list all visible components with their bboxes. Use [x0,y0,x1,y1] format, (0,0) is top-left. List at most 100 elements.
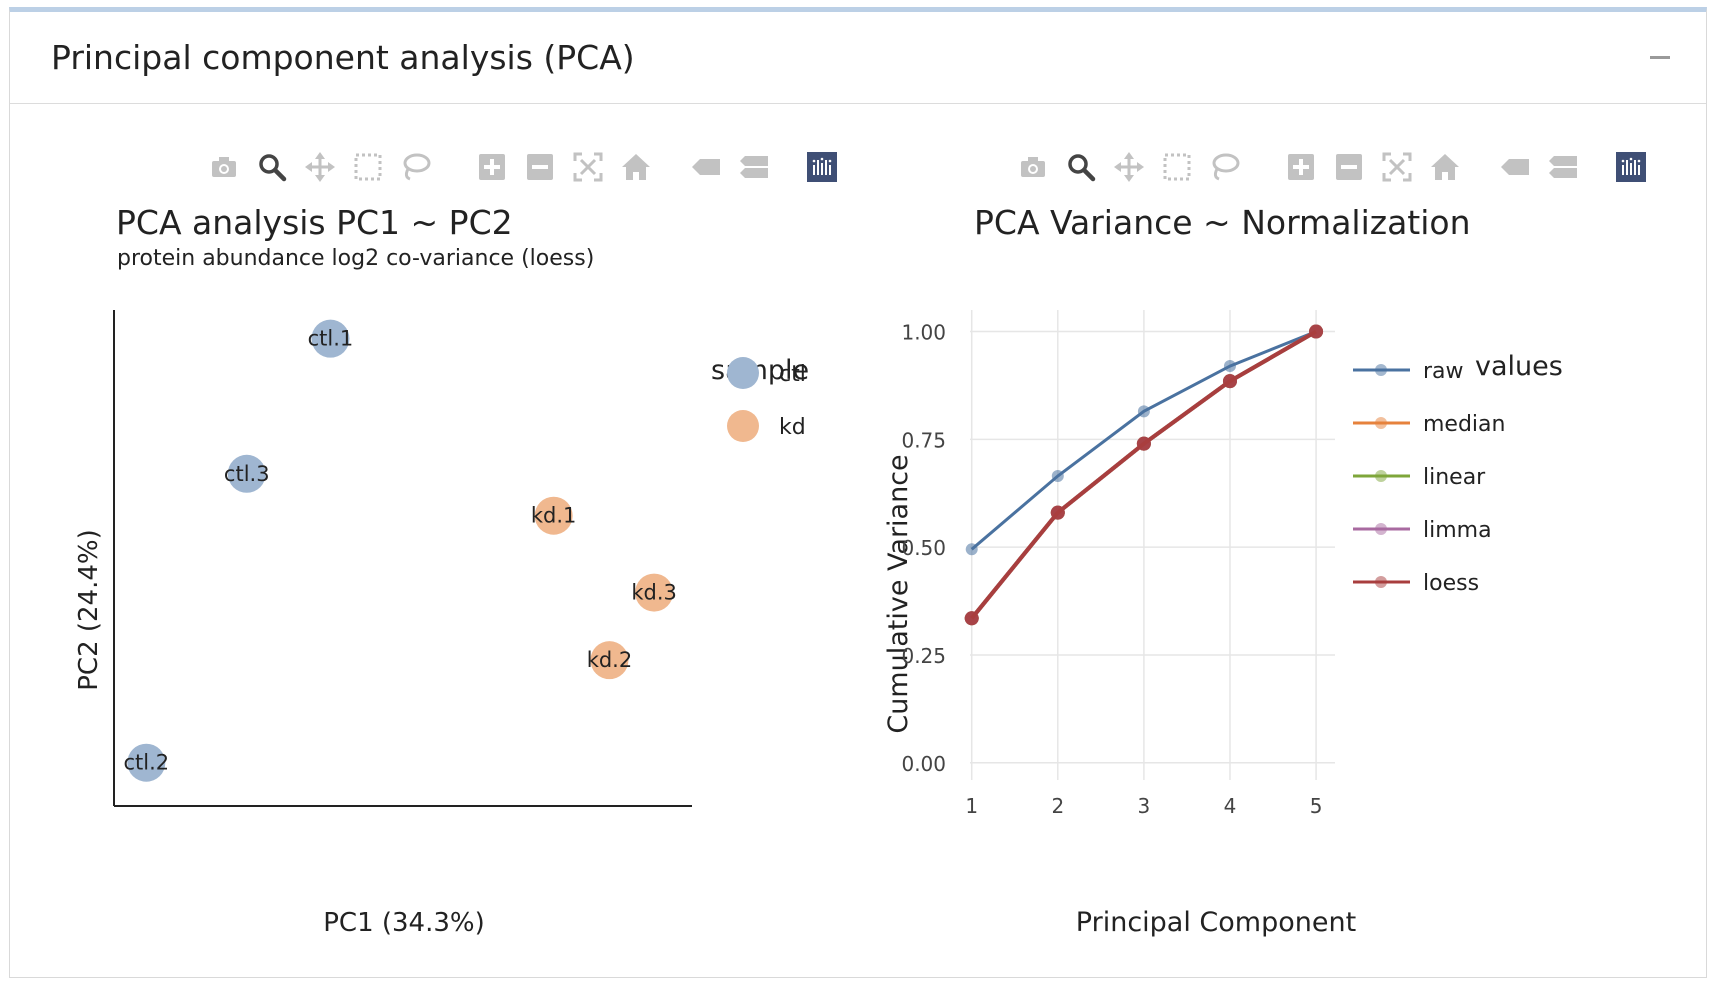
box-select-button[interactable] [349,147,387,187]
autoscale-icon [1382,152,1412,182]
data-point-loess[interactable] [1222,374,1237,389]
data-point-kd.2[interactable] [590,641,629,680]
grid: 0.00 0.25 0.50 0.75 1.00 1 2 3 4 5 [901,310,1335,818]
point-label: ctl.1 [308,327,354,351]
variance-line-chart[interactable]: values Principal Component Cumulative Va… [870,300,1680,950]
panel-header: Principal component analysis (PCA) [10,12,1706,104]
zoom-button[interactable] [253,147,291,187]
zoom-in-button[interactable] [1282,147,1320,187]
legend-marker-kd[interactable] [727,410,759,442]
plotly-logo-button[interactable] [1612,147,1650,187]
autoscale-button[interactable] [569,147,607,187]
zoom-out-icon [1336,154,1362,180]
data-point-loess[interactable] [1050,505,1065,520]
zoom-out-icon [527,154,553,180]
x-tick-label: 3 [1138,794,1151,818]
y-axis-label: PC2 (24.4%) [74,529,104,691]
reset-axes-button[interactable] [1426,147,1464,187]
lasso-icon [403,153,431,181]
pan-button[interactable] [1110,147,1148,187]
scatter-chart-subtitle: protein abundance log2 co-variance (loes… [117,246,595,271]
y-tick-label: 0.50 [901,536,946,560]
data-point-loess[interactable] [1309,324,1324,339]
hover-closest-button[interactable] [1496,147,1534,187]
autoscale-button[interactable] [1378,147,1416,187]
hover-compare-icon [740,156,768,178]
data-point-loess[interactable] [964,611,979,626]
camera-button[interactable] [1014,147,1052,187]
data-point-kd.3[interactable] [635,573,674,612]
plotly-logo-button[interactable] [803,147,841,187]
reset-axes-icon [622,154,650,180]
legend-marker-linear [1375,470,1387,482]
point-label: ctl.3 [224,462,270,486]
hover-closest-icon [692,159,720,175]
collapse-button[interactable] [1650,46,1672,68]
line-chart-title: PCA Variance ~ Normalization [974,203,1471,242]
data-point-raw[interactable] [1137,405,1150,418]
pca-panel: Principal component analysis (PCA) [9,7,1707,978]
data-point-loess[interactable] [1136,436,1151,451]
reset-axes-button[interactable] [617,147,655,187]
data-point-raw[interactable] [965,543,978,556]
scatter-chart-title: PCA analysis PC1 ~ PC2 [116,203,513,242]
y-tick-label: 0.75 [901,428,946,452]
camera-icon [212,157,236,177]
hover-closest-button[interactable] [687,147,725,187]
hover-closest-icon [1501,159,1529,175]
pca-scatter-chart[interactable]: sample PC1 (34.3%) PC2 (24.4%) ctl.1ctl.… [60,300,860,950]
pan-icon [305,152,335,182]
lasso-button[interactable] [1206,147,1244,187]
data-point-ctl.2[interactable] [127,743,166,782]
legend-marker-loess [1375,576,1387,588]
legend-label-loess: loess [1423,571,1479,596]
zoom-out-button[interactable] [521,147,559,187]
data-point-ctl.1[interactable] [311,319,350,358]
plotly-logo-icon [807,152,837,182]
pan-icon [1114,152,1144,182]
points: ctl.1 ctl.3 kd.1 kd.3 kd.2 ctl.2 [123,319,677,782]
hover-compare-icon [1549,156,1577,178]
y-tick-label: 0.25 [901,644,946,668]
legend-marker-limma [1375,523,1387,535]
panel-title: Principal component analysis (PCA) [51,38,635,77]
y-tick-label: 0.00 [901,752,946,776]
series-loess [964,324,1324,626]
legend-label-limma: limma [1423,518,1492,543]
legend-label-median: median [1423,412,1505,437]
camera-button[interactable] [205,147,243,187]
y-tick-label: 1.00 [901,321,946,345]
autoscale-icon [573,152,603,182]
series [964,324,1324,626]
x-tick-label: 2 [1051,794,1064,818]
hover-compare-button[interactable] [735,147,773,187]
zoom-in-icon [479,154,505,180]
box-select-icon [1163,153,1191,181]
modebar-right [1014,147,1654,191]
zoom-in-button[interactable] [473,147,511,187]
zoom-icon [259,154,287,182]
zoom-icon [1068,154,1096,182]
y-axis-label: Cumulative Variance [883,454,914,733]
reset-axes-icon [1431,154,1459,180]
legend-marker-median [1375,417,1387,429]
box-select-button[interactable] [1158,147,1196,187]
lasso-button[interactable] [397,147,435,187]
legend-label-ctl: ctl [779,362,806,387]
modebar-left [205,147,845,191]
legend-marker-ctl[interactable] [727,357,759,389]
legend-label-linear: linear [1423,465,1486,490]
zoom-button[interactable] [1062,147,1100,187]
x-tick-label: 5 [1310,794,1323,818]
x-tick-label: 1 [965,794,978,818]
x-tick-label: 4 [1224,794,1237,818]
data-point-raw[interactable] [1223,360,1236,373]
x-axis-label: Principal Component [1076,907,1356,938]
data-point-kd.1[interactable] [534,496,573,535]
pan-button[interactable] [301,147,339,187]
zoom-out-button[interactable] [1330,147,1368,187]
data-point-ctl.3[interactable] [227,454,266,493]
axes [113,310,692,807]
data-point-raw[interactable] [1051,470,1064,483]
hover-compare-button[interactable] [1544,147,1582,187]
